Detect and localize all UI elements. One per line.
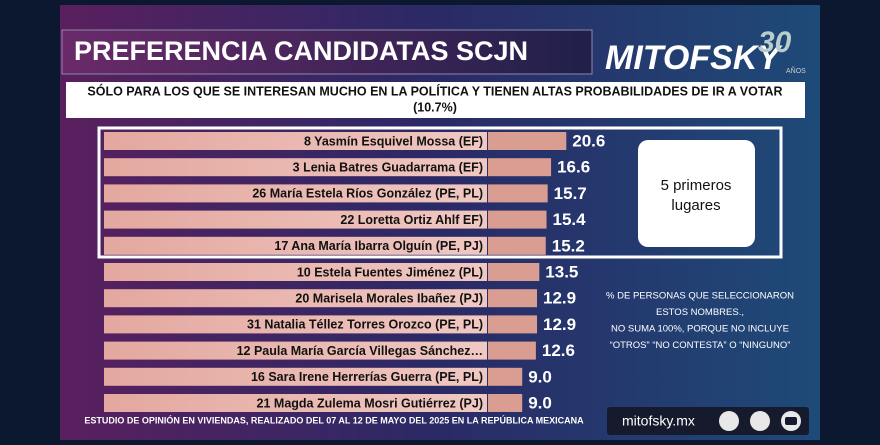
bar bbox=[488, 158, 552, 177]
name-strip bbox=[104, 263, 487, 281]
value-label: 20.6 bbox=[572, 131, 605, 150]
title-bar bbox=[61, 29, 593, 75]
subtitle: (10.7%) bbox=[413, 100, 457, 114]
bar bbox=[488, 341, 536, 360]
x-icon[interactable] bbox=[719, 411, 739, 431]
category-label: 26 María Estela Ríos González (PE, PL) bbox=[252, 187, 483, 201]
name-strip bbox=[104, 236, 487, 255]
note: NO SUMA 100%, PORQUE NO INCLUYE bbox=[611, 324, 789, 335]
bar bbox=[488, 289, 538, 308]
title: PREFERENCIA CANDIDATAS SCJN bbox=[74, 36, 528, 66]
category-label: 20 Marisela Morales Ibañez (PJ) bbox=[295, 291, 483, 305]
note: % DE PERSONAS QUE SELECCIONARON bbox=[606, 291, 794, 302]
value-label: 12.9 bbox=[543, 315, 576, 334]
category-label: 22 Loretta Ortiz Ahlf EF) bbox=[340, 213, 483, 227]
category-label: 10 Estela Fuentes Jiménez (PL) bbox=[297, 265, 483, 279]
top5-label: 5 primeros bbox=[661, 177, 732, 194]
name-strip bbox=[104, 210, 487, 229]
name-strip bbox=[104, 367, 487, 386]
category-label: 16 Sara Irene Herrerías Guerra (PE, PL) bbox=[251, 370, 483, 384]
bar bbox=[488, 315, 538, 334]
value-label: 9.0 bbox=[528, 393, 552, 412]
category-label: 3 Lenia Batres Guadarrama (EF) bbox=[293, 160, 483, 174]
value-label: 12.6 bbox=[542, 341, 575, 360]
category-label: 12 Paula María García Villegas Sánchez… bbox=[237, 344, 483, 358]
value-label: 12.9 bbox=[543, 289, 576, 308]
value-label: 15.2 bbox=[552, 236, 585, 255]
name-strip bbox=[104, 158, 487, 177]
bar bbox=[488, 132, 567, 150]
name-strip bbox=[104, 341, 487, 360]
note: ESTOS NOMBRES., bbox=[656, 307, 744, 318]
bar bbox=[488, 367, 523, 386]
subtitle-box bbox=[66, 82, 805, 118]
value-label: 13.5 bbox=[545, 262, 578, 281]
top5-label: lugares bbox=[671, 197, 720, 214]
value-label: 15.4 bbox=[553, 210, 587, 229]
category-label: 21 Magda Zulema Mosri Gutiérrez (PJ) bbox=[257, 396, 483, 410]
bar bbox=[488, 394, 523, 412]
name-strip bbox=[104, 132, 487, 150]
category-label: 31 Natalia Téllez Torres Orozco (PE, PL) bbox=[247, 318, 483, 332]
bar bbox=[488, 184, 548, 203]
bar bbox=[488, 263, 540, 281]
logo-years: 30 bbox=[758, 26, 792, 59]
name-strip bbox=[104, 315, 487, 334]
top5-box bbox=[638, 140, 755, 247]
value-label: 15.7 bbox=[554, 184, 587, 203]
youtube-glyph bbox=[785, 417, 797, 425]
logo: MITOFSKY bbox=[605, 39, 783, 77]
value-label: 9.0 bbox=[528, 367, 552, 386]
category-label: 8 Yasmín Esquivel Mossa (EF) bbox=[304, 134, 483, 148]
source: ESTUDIO DE OPINIÓN EN VIVIENDAS, REALIZA… bbox=[84, 414, 584, 425]
website: mitofsky.mx bbox=[622, 413, 695, 429]
name-strip bbox=[104, 184, 487, 203]
bar bbox=[488, 236, 546, 255]
category-label: 17 Ana María Ibarra Olguín (PE, PJ) bbox=[274, 239, 483, 253]
facebook-icon[interactable] bbox=[750, 411, 770, 431]
name-strip bbox=[104, 289, 487, 308]
note: “OTROS” “NO CONTESTA” O “NINGUNO” bbox=[610, 340, 791, 351]
logo-years-label: AÑOS bbox=[786, 66, 806, 75]
name-strip bbox=[104, 394, 487, 412]
value-label: 16.6 bbox=[557, 158, 590, 177]
bar bbox=[488, 210, 547, 229]
subtitle: SÓLO PARA LOS QUE SE INTERESAN MUCHO EN … bbox=[87, 83, 782, 98]
top5-frame bbox=[97, 126, 783, 259]
